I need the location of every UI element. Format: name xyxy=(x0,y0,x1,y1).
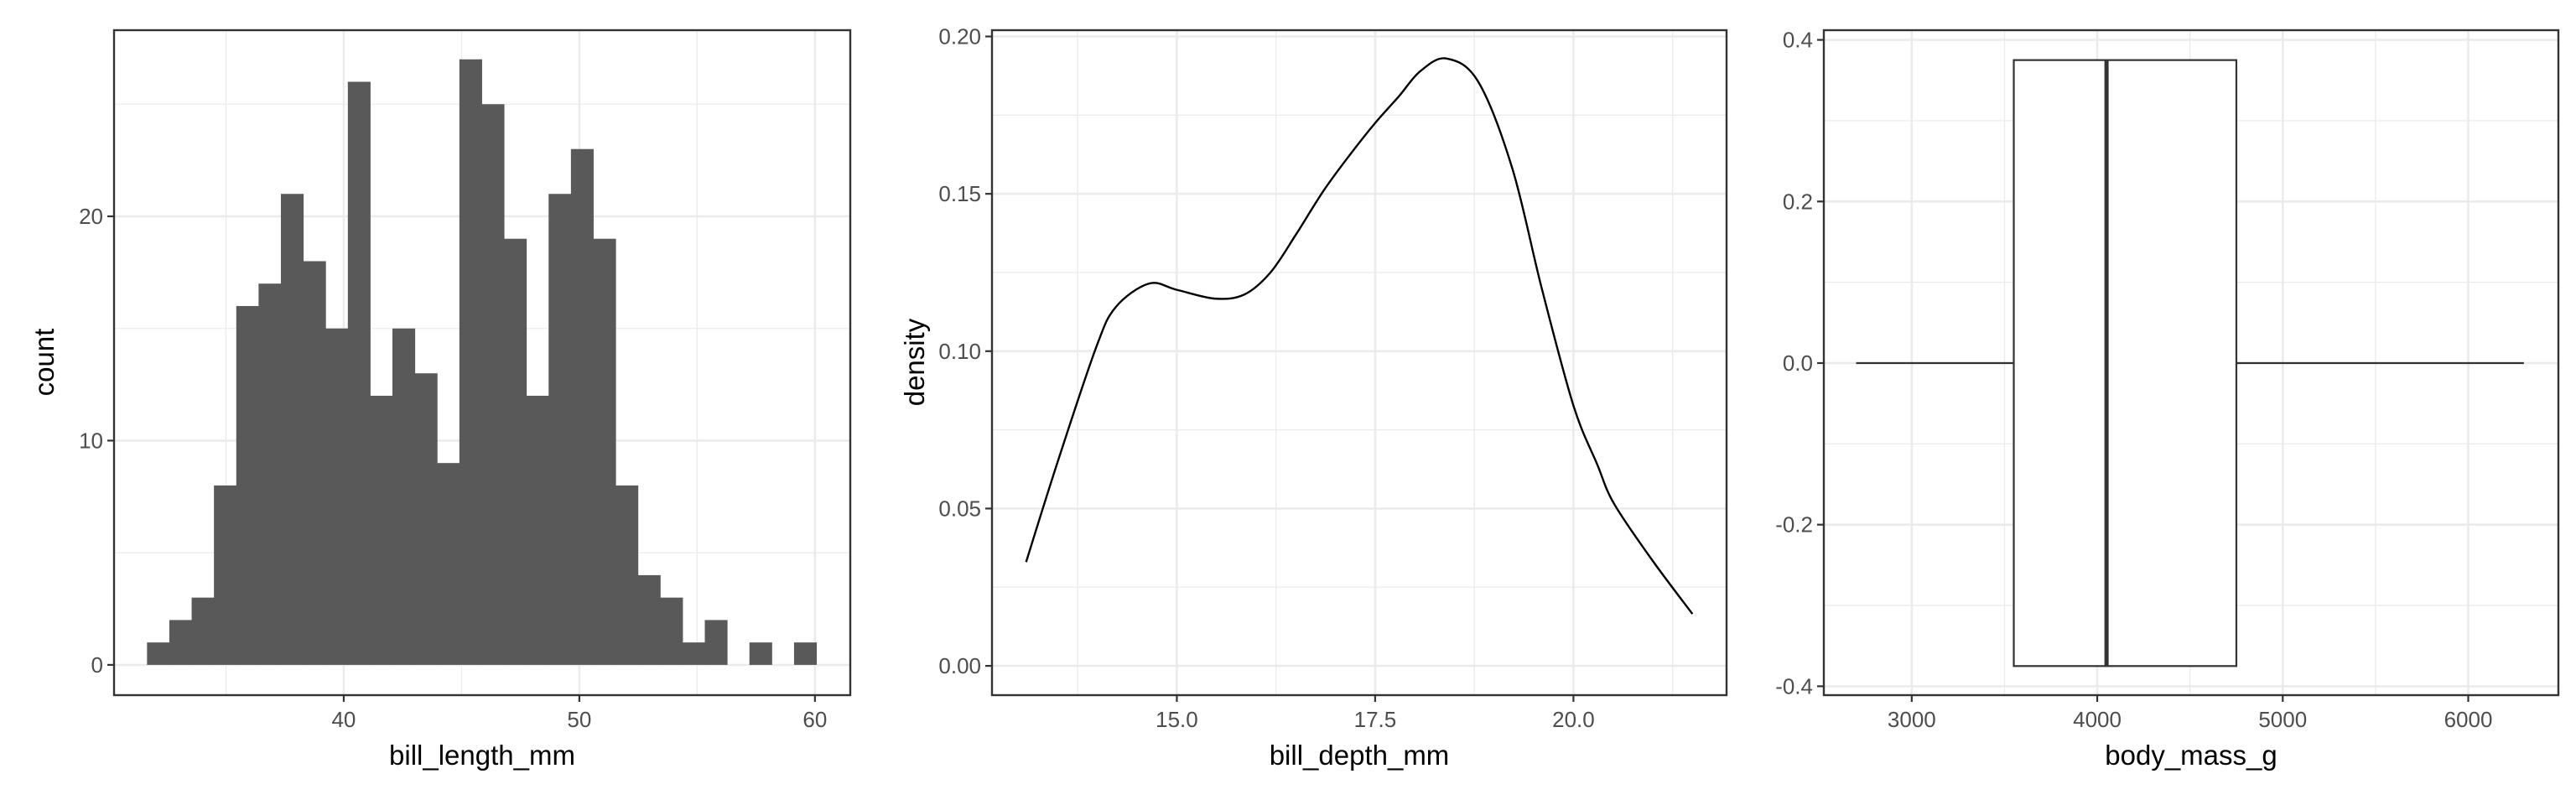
y-tick-label: 0.4 xyxy=(1783,28,1813,53)
histogram-bar xyxy=(280,194,304,665)
histogram-bar xyxy=(593,238,616,665)
histogram-bar xyxy=(147,642,170,665)
histogram-bar xyxy=(325,328,349,665)
y-tick-label: 20 xyxy=(79,204,103,229)
y-tick-label: 0.20 xyxy=(938,24,981,49)
x-tick-label: 15.0 xyxy=(1156,707,1198,732)
histogram-bar xyxy=(191,597,215,665)
histogram-bar xyxy=(169,620,193,665)
y-tick-label: 10 xyxy=(79,428,103,453)
histogram-bar xyxy=(704,620,728,665)
x-tick-label: 20.0 xyxy=(1552,707,1595,732)
density-line xyxy=(1025,57,1694,615)
y-tick-label: 0.05 xyxy=(938,496,981,521)
x-axis-title-body-mass: body_mass_g xyxy=(2105,740,2277,771)
x-tick-label: 40 xyxy=(331,707,356,732)
y-tick-label: -0.4 xyxy=(1775,673,1813,699)
histogram-bar xyxy=(481,104,505,665)
boxplot-panel: 3000 4000 5000 6000 -0.4 -0.2 0.0 0.2 0.4 xyxy=(1775,28,2560,732)
histogram-bar xyxy=(214,485,237,665)
y-tick-label: 0.0 xyxy=(1783,351,1813,376)
histogram-bar xyxy=(504,238,527,665)
panel-border xyxy=(990,29,1728,697)
histogram-bar xyxy=(303,261,326,665)
box-iqr xyxy=(2012,59,2238,667)
histogram-bar xyxy=(459,59,482,665)
histogram-bar xyxy=(615,485,639,665)
y-tick-label: 0.00 xyxy=(938,653,981,678)
histogram-bar xyxy=(793,642,818,665)
histogram-bar xyxy=(570,148,594,665)
x-tick-label: 4000 xyxy=(2073,707,2122,732)
histogram-bar xyxy=(682,642,706,665)
histogram-bar xyxy=(637,574,661,665)
histogram-bar xyxy=(392,328,416,665)
histogram-bar xyxy=(749,642,772,665)
x-tick-label: 3000 xyxy=(1888,707,1936,732)
y-tick-label: -0.2 xyxy=(1775,512,1813,538)
histogram-bar xyxy=(258,283,282,665)
x-axis-title-bill-length: bill_length_mm xyxy=(389,740,575,771)
histogram-bar xyxy=(548,194,572,665)
density-panel: 15.0 17.5 20.0 0.00 0.05 0.10 0.15 0.20 xyxy=(938,24,1728,732)
y-tick-label: 0.15 xyxy=(938,181,981,206)
panel-background xyxy=(992,30,1727,695)
y-tick-label: 0.10 xyxy=(938,339,981,364)
x-tick-label: 50 xyxy=(567,707,591,732)
histogram-bar xyxy=(370,395,393,665)
histogram-bar xyxy=(414,373,438,665)
y-tick-label: 0.2 xyxy=(1783,189,1813,214)
histogram-bar xyxy=(347,81,371,665)
y-tick-label: 0 xyxy=(91,652,103,678)
panel-border xyxy=(112,29,852,697)
y-axis-title-density: density xyxy=(899,318,930,406)
histogram-bar xyxy=(526,395,549,665)
x-tick-label: 60 xyxy=(802,707,827,732)
x-tick-label: 6000 xyxy=(2444,707,2493,732)
x-axis-title-bill-depth: bill_depth_mm xyxy=(1270,740,1450,771)
histogram-bar xyxy=(437,463,460,665)
histogram-panel: 40 50 60 0 10 20 xyxy=(79,29,852,732)
x-tick-label: 17.5 xyxy=(1354,707,1397,732)
y-axis-title-count: count xyxy=(29,329,60,397)
histogram-bar xyxy=(236,305,259,665)
histogram-bar xyxy=(660,597,683,665)
x-tick-label: 5000 xyxy=(2258,707,2307,732)
